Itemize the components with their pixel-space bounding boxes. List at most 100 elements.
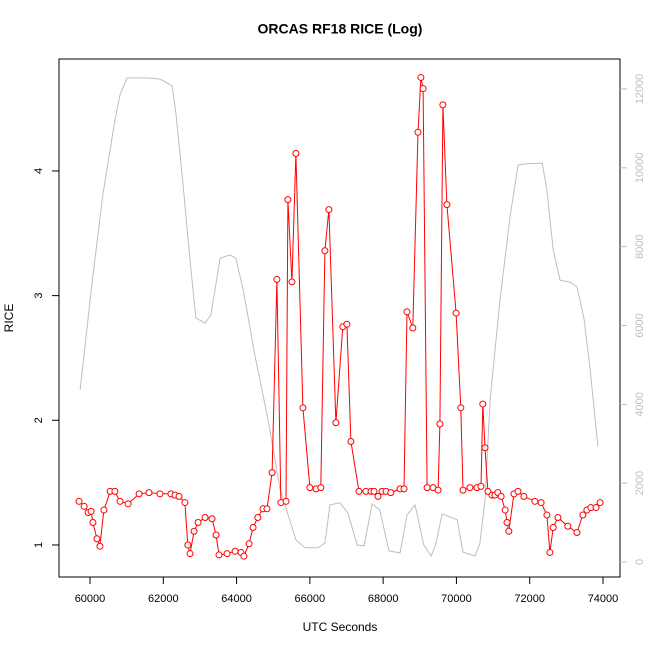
data-point (263, 505, 271, 513)
data-point (201, 514, 209, 522)
data-point (100, 506, 108, 514)
data-point (537, 499, 545, 507)
data-point (554, 514, 562, 522)
data-point (579, 511, 587, 519)
x-tick-label: 66000 (295, 593, 326, 605)
series-line (78, 77, 601, 558)
data-point (299, 404, 307, 412)
y2-tick-label: 0 (634, 559, 646, 565)
y-tick-label: 4 (33, 168, 45, 174)
data-point (592, 504, 600, 512)
data-point (282, 497, 290, 505)
data-point (419, 85, 427, 93)
data-point (409, 324, 417, 332)
y-tick-label: 1 (33, 542, 45, 548)
data-point (194, 519, 202, 527)
data-point (436, 420, 444, 428)
data-point (466, 484, 474, 492)
data-point (284, 196, 292, 204)
data-point (417, 73, 425, 81)
y-axis-label: RICE (2, 304, 16, 333)
data-point (501, 506, 509, 514)
data-point (215, 551, 223, 559)
data-point (175, 492, 183, 500)
data-point (497, 492, 505, 500)
data-point (403, 308, 411, 316)
series-line (79, 77, 599, 558)
data-point (370, 487, 378, 495)
data-point (414, 128, 422, 136)
data-point (321, 247, 329, 255)
chart-title: ORCAS RF18 RICE (Log) (258, 21, 423, 37)
data-point (520, 492, 528, 500)
data-point (145, 489, 153, 497)
data-point (111, 487, 119, 495)
data-point (332, 419, 340, 427)
x-tick-label: 74000 (588, 593, 619, 605)
data-point (387, 489, 395, 497)
data-point (116, 497, 124, 505)
y2-tick-label: 6000 (634, 313, 646, 337)
x-tick-label: 70000 (441, 593, 472, 605)
data-point (306, 484, 314, 492)
data-point (156, 490, 164, 498)
data-point (249, 524, 257, 532)
data-point (325, 206, 333, 214)
data-point (240, 552, 248, 560)
x-tick-label: 72000 (514, 593, 545, 605)
data-point (355, 487, 363, 495)
data-point (546, 548, 554, 556)
data-point (459, 486, 467, 494)
x-axis-label: UTC Seconds (303, 620, 378, 634)
data-point (549, 524, 557, 532)
data-point (181, 499, 189, 507)
data-point (292, 149, 300, 157)
data-point (186, 550, 194, 558)
data-point (505, 527, 513, 535)
x-tick-label: 62000 (148, 593, 179, 605)
data-point (254, 514, 262, 522)
data-point (423, 484, 431, 492)
y2-tick-label: 12000 (634, 74, 646, 105)
data-point (443, 201, 451, 209)
data-point (503, 519, 511, 527)
data-point (347, 437, 355, 445)
data-point (543, 511, 551, 519)
plot-frame (58, 58, 621, 578)
x-tick-label: 64000 (221, 593, 252, 605)
data-point (89, 519, 97, 527)
data-point (457, 404, 465, 412)
data-point (184, 541, 192, 549)
data-point (75, 497, 83, 505)
y-tick-label: 2 (33, 417, 45, 423)
data-point (135, 490, 143, 498)
data-point (190, 527, 198, 535)
data-point (124, 500, 132, 508)
data-point (268, 469, 276, 477)
data-point (514, 487, 522, 495)
data-point (477, 482, 485, 490)
data-point (596, 499, 604, 507)
data-point (434, 486, 442, 494)
y-tick-label: 3 (33, 293, 45, 299)
data-point (245, 540, 253, 548)
data-point (343, 320, 351, 328)
data-point (223, 550, 231, 558)
data-point (439, 101, 447, 109)
data-point (212, 531, 220, 539)
data-point (564, 522, 572, 530)
data-point (374, 492, 382, 500)
data-point (479, 400, 487, 408)
data-point (573, 528, 581, 536)
data-point (273, 275, 281, 283)
data-point (87, 507, 95, 515)
data-point (531, 497, 539, 505)
data-point (288, 278, 296, 286)
x-tick-label: 60000 (75, 593, 106, 605)
y2-tick-label: 2000 (634, 471, 646, 495)
y2-tick-label: 10000 (634, 153, 646, 184)
data-point (452, 309, 460, 317)
y2-tick-label: 8000 (634, 234, 646, 258)
data-point (96, 542, 104, 550)
